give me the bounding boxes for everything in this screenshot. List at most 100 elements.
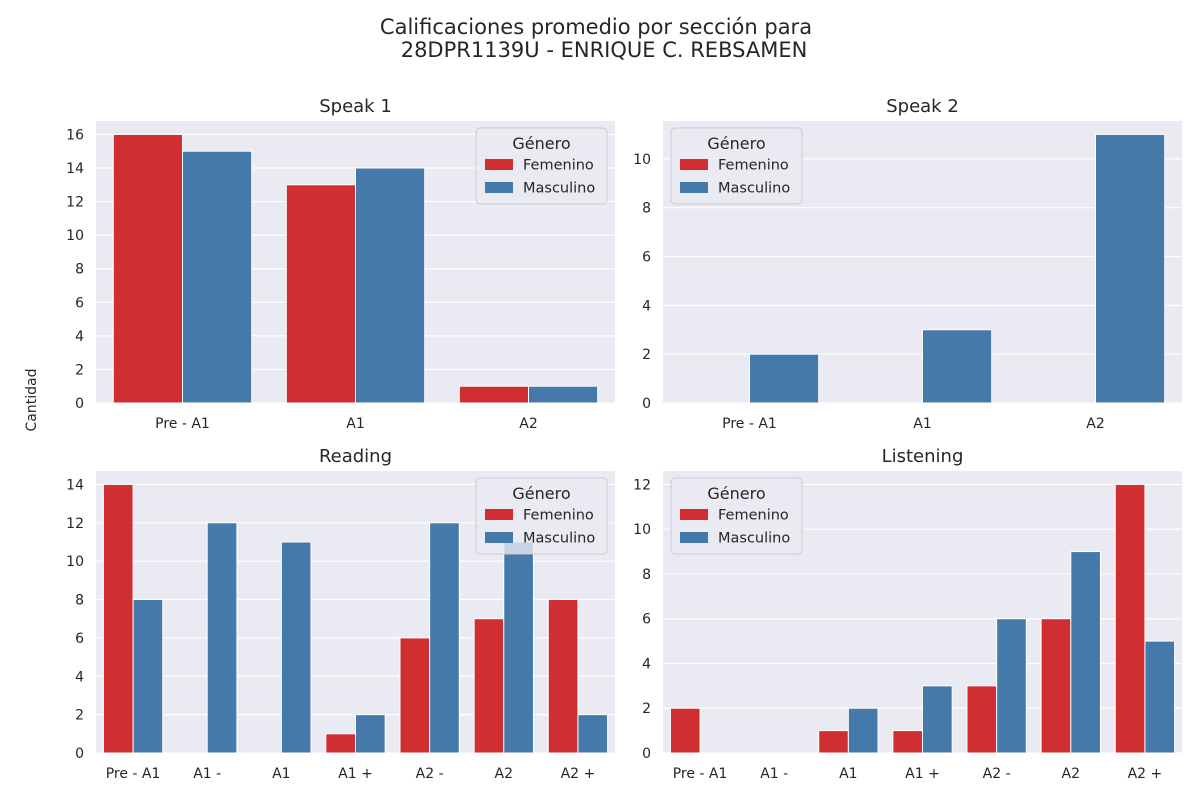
figure-title-line-1: Calificaciones promedio por sección para [380, 15, 812, 39]
y-tick-label: 6 [75, 631, 84, 647]
x-tick-label: A2 [1062, 766, 1080, 782]
y-tick-label: 2 [642, 347, 651, 363]
y-tick-label: 2 [75, 362, 84, 378]
bar [355, 167, 426, 404]
y-tick-label: 0 [75, 746, 84, 762]
bar [966, 685, 998, 754]
bar [892, 730, 923, 754]
bar [206, 522, 238, 754]
y-tick-label: 12 [66, 516, 84, 532]
panel-2: 0 2 4 6 8 10 Speak 2 Pre - A1 A1 A2 Género Femenino… [633, 96, 1182, 432]
bar [1040, 618, 1072, 754]
legend-label: Masculino [523, 181, 595, 197]
bar [325, 733, 357, 754]
bar [749, 353, 820, 404]
y-tick-label: 14 [66, 477, 84, 493]
bar [112, 133, 183, 404]
legend: Género Femenino Masculino [475, 127, 608, 205]
x-tick-label: A1 [272, 766, 290, 782]
y-tick-label: 0 [642, 746, 651, 762]
x-tick-label: A2 [1086, 416, 1104, 432]
bar [280, 541, 312, 754]
legend-label: Femenino [523, 158, 594, 174]
y-tick-label: 4 [75, 669, 84, 685]
y-tick-label: 4 [642, 298, 651, 314]
bar [996, 618, 1027, 754]
legend: Género Femenino Masculino [670, 477, 803, 555]
y-tick-label: 12 [66, 195, 84, 211]
bar [399, 637, 431, 754]
bar [1114, 483, 1146, 754]
x-tick-label: A1 [346, 416, 364, 432]
legend-swatch [680, 182, 708, 193]
y-tick-label: 8 [642, 201, 651, 217]
bar [528, 385, 599, 404]
figure-title-line-2: 28DPR1139U - ENRIQUE C. REBSAMEN [401, 38, 808, 62]
panel-3: 0 2 4 6 8 10 12 14 Reading Pre - A1 A1 - A1 A1 + A2 -… [66, 446, 615, 782]
bar [577, 714, 609, 754]
y-tick-label: 12 [633, 477, 651, 493]
x-tick-label: Pre - A1 [722, 416, 777, 432]
legend: Género Femenino Masculino [670, 127, 803, 205]
bar [285, 184, 356, 404]
bar [102, 483, 134, 754]
bar [1070, 551, 1101, 754]
legend-swatch [680, 509, 708, 520]
bar [1144, 640, 1176, 754]
bar [132, 599, 164, 754]
y-tick-label: 8 [75, 262, 84, 278]
y-tick-label: 0 [75, 396, 84, 412]
y-tick-label: 4 [642, 656, 651, 672]
x-tick-label: Pre - A1 [106, 766, 161, 782]
subplots: 0 2 4 6 8 10 12 14 16 Speak 1 Pre - A1 A1 A2 Género Fe… [66, 96, 1182, 782]
y-tick-label: 8 [75, 593, 84, 609]
x-tick-label: A1 + [338, 766, 373, 782]
bar [922, 685, 953, 754]
legend-label: Masculino [718, 181, 790, 197]
bar [429, 522, 460, 754]
legend-title: Género [707, 134, 765, 153]
legend-swatch [485, 159, 513, 170]
x-tick-label: A2 + [561, 766, 596, 782]
legend-swatch [485, 182, 513, 193]
x-tick-label: A2 - [983, 766, 1011, 782]
x-tick-label: A2 + [1128, 766, 1163, 782]
bar [458, 385, 529, 404]
bar [669, 707, 701, 754]
panel-title: Speak 1 [319, 96, 392, 117]
legend-swatch [485, 509, 513, 520]
y-tick-label: 10 [633, 522, 651, 538]
panel-title: Speak 2 [886, 96, 959, 117]
legend-label: Masculino [718, 531, 790, 547]
y-tick-label: 6 [75, 295, 84, 311]
x-tick-label: A1 - [760, 766, 788, 782]
y-tick-label: 2 [642, 701, 651, 717]
x-tick-label: Pre - A1 [155, 416, 210, 432]
bar [847, 707, 879, 754]
y-tick-label: 10 [66, 554, 84, 570]
x-tick-label: A1 - [193, 766, 221, 782]
legend-label: Femenino [718, 508, 789, 524]
bar [182, 150, 253, 404]
y-tick-label: 14 [66, 161, 84, 177]
x-tick-label: A2 - [416, 766, 444, 782]
legend-title: Género [512, 484, 570, 503]
bar [473, 618, 505, 754]
legend: Género Femenino Masculino [475, 477, 608, 555]
y-tick-label: 10 [633, 152, 651, 168]
legend-label: Masculino [523, 531, 595, 547]
bar [1095, 133, 1166, 404]
legend-swatch [680, 532, 708, 543]
bar [818, 730, 849, 754]
legend-label: Femenino [718, 158, 789, 174]
bar [503, 541, 534, 754]
y-tick-label: 8 [642, 567, 651, 583]
y-tick-label: 6 [642, 612, 651, 628]
legend-label: Femenino [523, 508, 594, 524]
y-tick-label: 2 [75, 708, 84, 724]
legend-title: Género [512, 134, 570, 153]
bar [922, 329, 993, 404]
panel-title: Reading [319, 446, 392, 467]
panel-1: 0 2 4 6 8 10 12 14 16 Speak 1 Pre - A1 A1 A2 Género Fe… [66, 96, 615, 432]
